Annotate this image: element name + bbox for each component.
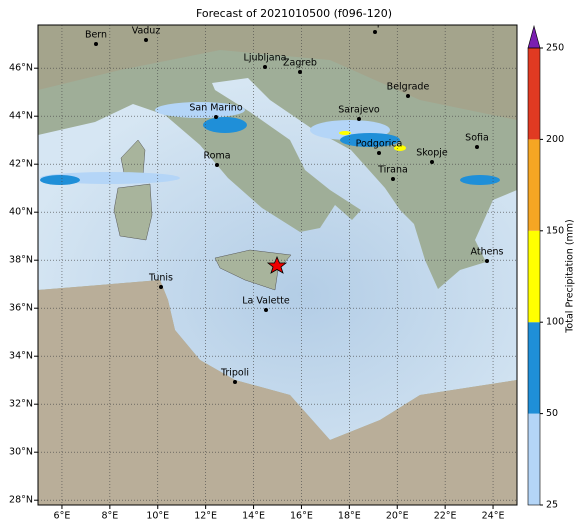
colorbar-tick-label: 50 (546, 408, 558, 419)
x-tick-label: 6°E (54, 511, 71, 522)
city-dot (475, 145, 479, 149)
city-dot (214, 115, 218, 119)
x-tick-label: 12°E (194, 511, 217, 522)
city-dot (485, 259, 489, 263)
x-tick-label: 14°E (242, 511, 265, 522)
city-label: Zagreb (283, 58, 317, 69)
y-tick-label: 42°N (9, 159, 33, 170)
sardinia (113, 183, 153, 241)
y-tick-label: 36°N (9, 303, 33, 314)
precip-area (40, 175, 80, 185)
y-tick-label: 28°N (9, 495, 33, 506)
city-dot (215, 163, 219, 167)
y-tick-label: 40°N (9, 207, 33, 218)
colorbar-tick-label: 150 (546, 225, 564, 236)
colorbar-tick-label: 250 (546, 43, 564, 54)
city-dot (264, 308, 268, 312)
city-label: Skopje (416, 148, 448, 159)
city-label: Vaduz (132, 26, 161, 37)
city-label: Tirana (377, 165, 408, 176)
city-label: Tunis (148, 273, 173, 284)
city-dot (373, 30, 377, 34)
city-label: Belgrade (387, 82, 430, 93)
y-tick-label: 46°N (9, 63, 33, 74)
city-dot (94, 42, 98, 46)
map-frame (37, 24, 518, 506)
city-label: Sofia (465, 133, 489, 144)
grid (38, 25, 517, 505)
precip-area (155, 102, 245, 118)
city-label: Tripoli (220, 368, 249, 379)
colorbar-segment (528, 230, 540, 323)
city-dot (430, 160, 434, 164)
city-dot (357, 117, 361, 121)
precip-area (460, 175, 500, 185)
city-dot (159, 285, 163, 289)
y-tick-label: 44°N (9, 111, 33, 122)
x-tick-label: 18°E (338, 511, 361, 522)
colorbar-segment (528, 139, 540, 231)
map-title: Forecast of 2021010500 (f096-120) (196, 7, 392, 20)
epicenter-star (266, 255, 288, 274)
city-dot (391, 177, 395, 181)
city-label: Podgorica (356, 139, 403, 150)
colorbar-tick-label: 25 (546, 500, 558, 511)
axes: 6°E 8°E 10°E 12°E 14°E 16°E 18°E 20°E 22°E 24°E 28… (9, 63, 504, 522)
colorbar-frame (527, 47, 541, 506)
x-tick-label: 20°E (386, 511, 409, 522)
city-label: Athens (471, 247, 504, 258)
city-label: Ljubljana (244, 53, 287, 64)
city-label: Bern (85, 30, 107, 41)
x-tick-label: 24°E (482, 511, 505, 522)
x-tick-label: 10°E (146, 511, 169, 522)
city-label: Sarajevo (338, 105, 380, 116)
colorbar-extend (527, 24, 541, 49)
colorbar-segment (528, 322, 540, 414)
city-label: San Marino (189, 103, 242, 114)
y-tick-label: 38°N (9, 255, 33, 266)
y-tick-label: 34°N (9, 351, 33, 362)
colorbar-segment (528, 48, 540, 140)
x-tick-label: 8°E (101, 511, 118, 522)
precip-area (203, 117, 247, 133)
x-tick-label: 16°E (290, 511, 313, 522)
colorbar-tick-label: 200 (546, 134, 564, 145)
city-label: Roma (203, 151, 230, 162)
y-tick-label: 32°N (9, 399, 33, 410)
city-dot (298, 70, 302, 74)
city-dot (406, 94, 410, 98)
city-dot (233, 380, 237, 384)
precip-area (339, 131, 351, 135)
city-label: La Valette (242, 296, 290, 307)
precip-area (394, 145, 406, 151)
colorbar-tick-label: 100 (546, 317, 564, 328)
city-label: Budapest (353, 18, 398, 29)
alps-relief (38, 25, 517, 120)
city-dot (144, 38, 148, 42)
city-dot (377, 151, 381, 155)
x-tick-label: 22°E (434, 511, 457, 522)
city-dot (263, 65, 267, 69)
y-tick-label: 30°N (9, 447, 33, 458)
colorbar-label: Total Precipitation (mm) (565, 219, 576, 334)
colorbar-segment (528, 413, 540, 505)
precip-area (340, 133, 400, 147)
colorbar: 25 50 100 150 200 250 (527, 24, 564, 511)
